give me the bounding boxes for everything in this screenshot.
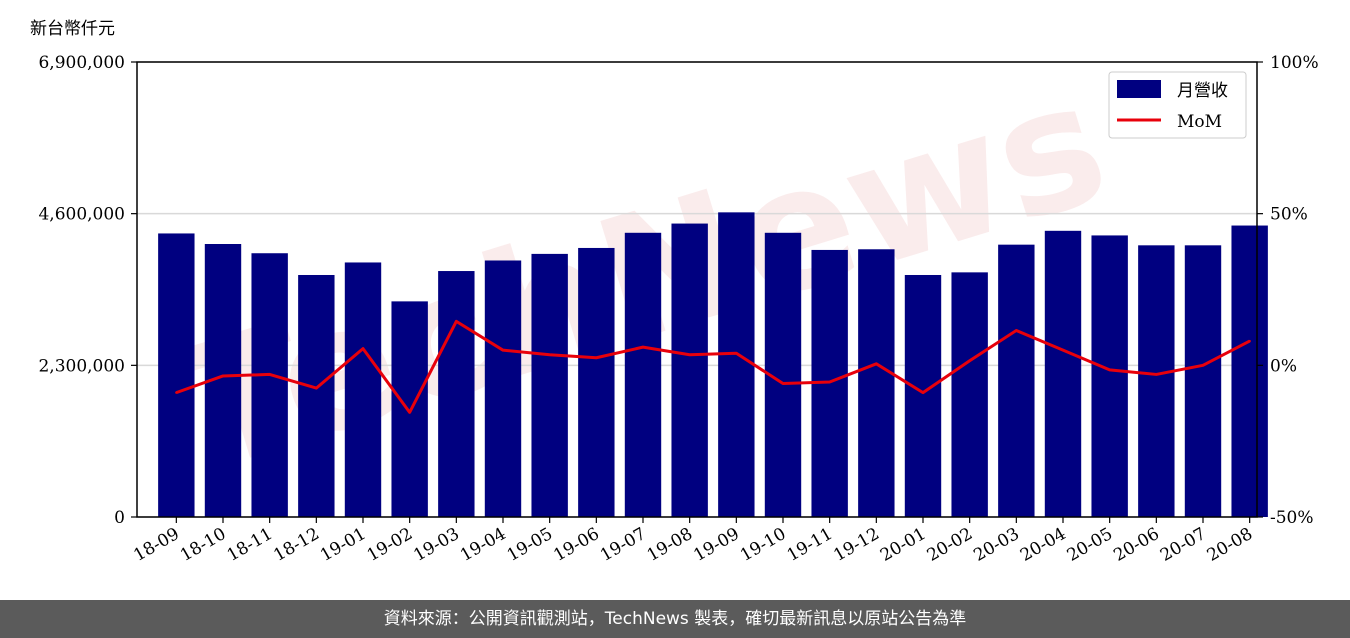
- mom-point: [828, 380, 831, 384]
- mom-point: [175, 391, 178, 394]
- bar: [998, 244, 1035, 517]
- x-tick-label: 19-09: [690, 524, 742, 566]
- mom-point: [268, 373, 271, 376]
- y-right-tick-label: 50%: [1270, 205, 1308, 225]
- bar: [251, 253, 288, 518]
- x-tick-label: 20-08: [1204, 524, 1256, 566]
- mom-point: [595, 356, 598, 359]
- mom-point: [1061, 348, 1065, 352]
- x-tick-label: 20-04: [1017, 524, 1069, 566]
- bar: [531, 253, 568, 518]
- x-tick-label: 18-12: [270, 524, 322, 566]
- y-right-tick-label: -50%: [1270, 508, 1314, 528]
- mom-line: [175, 319, 1251, 414]
- mom-point: [408, 411, 411, 414]
- bar: [1184, 245, 1222, 517]
- mom-point: [875, 362, 878, 366]
- x-tick-label: 19-07: [597, 524, 649, 566]
- y-axis-unit-label: 新台幣仟元: [30, 19, 115, 39]
- x-tick-label: 20-01: [877, 524, 929, 566]
- x-tick-label: 19-11: [784, 524, 836, 566]
- bar: [671, 223, 708, 517]
- y-right-tick-label: 0%: [1270, 356, 1297, 376]
- legend: 月營收 MoM: [1108, 71, 1247, 139]
- y-right-tick-label: 100%: [1270, 53, 1319, 73]
- bar: [904, 274, 942, 517]
- mom-point: [1015, 329, 1018, 332]
- x-tick-label: 19-05: [504, 524, 556, 566]
- mom-point: [1155, 373, 1158, 376]
- x-tick-label: 19-04: [457, 524, 509, 566]
- x-tick-label: 18-10: [177, 524, 229, 566]
- legend-label-revenue: 月營收: [1177, 81, 1228, 101]
- mom-point: [548, 353, 551, 356]
- y-left-tick-label: 2,300,000: [38, 356, 125, 376]
- y-left-tick-label: 4,600,000: [38, 205, 125, 225]
- legend-label-mom: MoM: [1177, 112, 1222, 132]
- legend-swatch-revenue: [1117, 80, 1161, 98]
- bar: [484, 260, 522, 517]
- x-tick-label: 18-09: [130, 524, 182, 566]
- bar: [438, 271, 475, 517]
- mom-point: [688, 353, 691, 356]
- y-left-tick-label: 6,900,000: [38, 53, 125, 73]
- mom-point: [455, 320, 458, 323]
- source-footer: 資料來源：公開資訊觀測站，TechNews 製表，確切最新訊息以原站公告為準: [0, 600, 1350, 638]
- y-left-tick-label: 0: [114, 508, 125, 528]
- mom-point: [1248, 339, 1251, 343]
- mom-line-layer: [175, 319, 1251, 414]
- x-tick-label: 19-08: [644, 524, 696, 566]
- bars: [158, 212, 1268, 518]
- bar: [1138, 245, 1175, 517]
- bar: [1044, 230, 1082, 518]
- x-tick-label: 20-05: [1064, 524, 1116, 566]
- x-tick-label: 19-03: [410, 524, 462, 566]
- mom-point: [735, 352, 738, 355]
- x-tick-label: 19-12: [830, 524, 882, 566]
- bar: [1091, 235, 1128, 517]
- bar: [298, 274, 335, 517]
- bar: [578, 247, 615, 517]
- mom-point: [781, 382, 785, 385]
- x-tick-label: 19-10: [737, 524, 789, 566]
- mom-point: [1201, 364, 1205, 367]
- mom-point: [501, 348, 505, 352]
- bar: [718, 212, 755, 517]
- mom-point: [221, 374, 225, 378]
- x-tick-label: 19-01: [317, 524, 369, 566]
- mom-point: [968, 359, 971, 362]
- bar: [624, 232, 662, 517]
- bar: [344, 262, 382, 517]
- bar: [858, 249, 895, 517]
- x-tick-label: 20-02: [924, 524, 976, 566]
- x-tick-label: 19-06: [550, 524, 602, 566]
- x-tick-label: 20-07: [1157, 524, 1209, 566]
- mom-point: [315, 386, 318, 390]
- mom-point: [361, 347, 365, 350]
- bar: [158, 233, 195, 517]
- mom-point: [1108, 368, 1111, 372]
- x-tick-label: 20-06: [1110, 524, 1162, 566]
- mom-point: [921, 391, 925, 394]
- x-tick-label: 20-03: [970, 524, 1022, 566]
- x-tick-label: 19-02: [364, 524, 416, 566]
- mom-point: [641, 345, 645, 349]
- bar: [1231, 225, 1268, 517]
- x-tick-label: 18-11: [224, 524, 276, 566]
- bar: [951, 272, 988, 517]
- plot-frame: [136, 61, 1258, 518]
- chart: TechNews 新台幣仟元 02,300,0004,600,0006,900,…: [30, 19, 1319, 566]
